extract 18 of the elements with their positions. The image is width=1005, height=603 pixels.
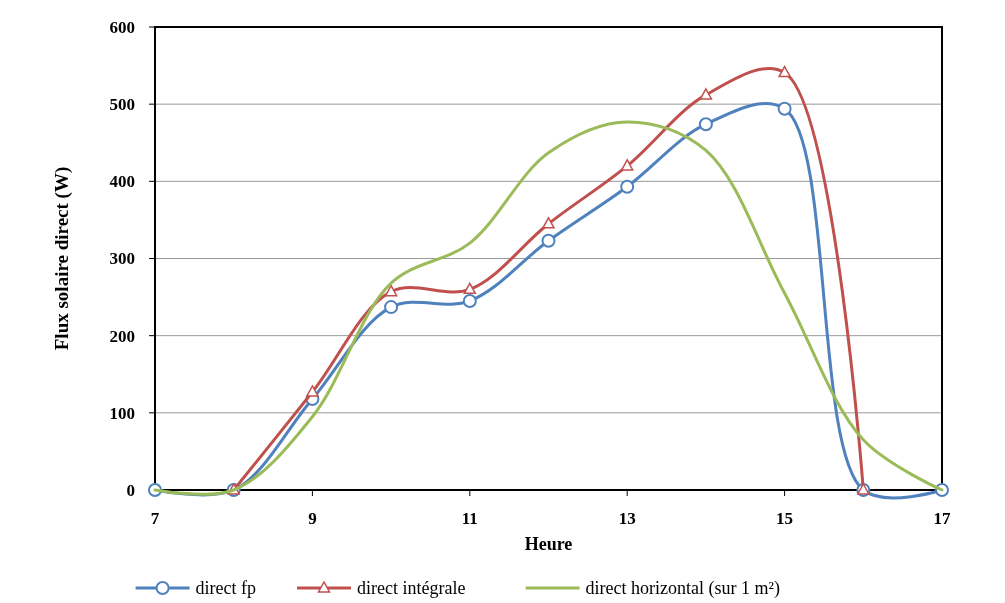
- x-axis-title: Heure: [524, 534, 573, 554]
- x-tick-label: 15: [776, 509, 794, 528]
- y-tick-label: 400: [109, 172, 135, 192]
- y-tick-label: 300: [109, 249, 135, 269]
- y-tick-label: 500: [109, 95, 135, 115]
- legend-label: direct horizontal (sur 1 m²): [585, 578, 780, 600]
- legend-label: direct fp: [195, 578, 257, 599]
- x-tick-label: 9: [308, 509, 317, 528]
- y-axis-title: Flux solaire direct (W): [51, 166, 73, 351]
- y-tick-label: 600: [109, 17, 135, 37]
- x-tick-label: 13: [618, 509, 636, 528]
- y-tick-label: 0: [126, 480, 135, 500]
- x-tick-label: 17: [933, 509, 951, 528]
- y-tick-label: 100: [109, 403, 135, 423]
- legend-label: direct intégrale: [357, 578, 466, 599]
- x-tick-label: 7: [150, 509, 160, 528]
- y-tick-label: 200: [109, 326, 135, 346]
- x-tick-label: 11: [461, 509, 478, 528]
